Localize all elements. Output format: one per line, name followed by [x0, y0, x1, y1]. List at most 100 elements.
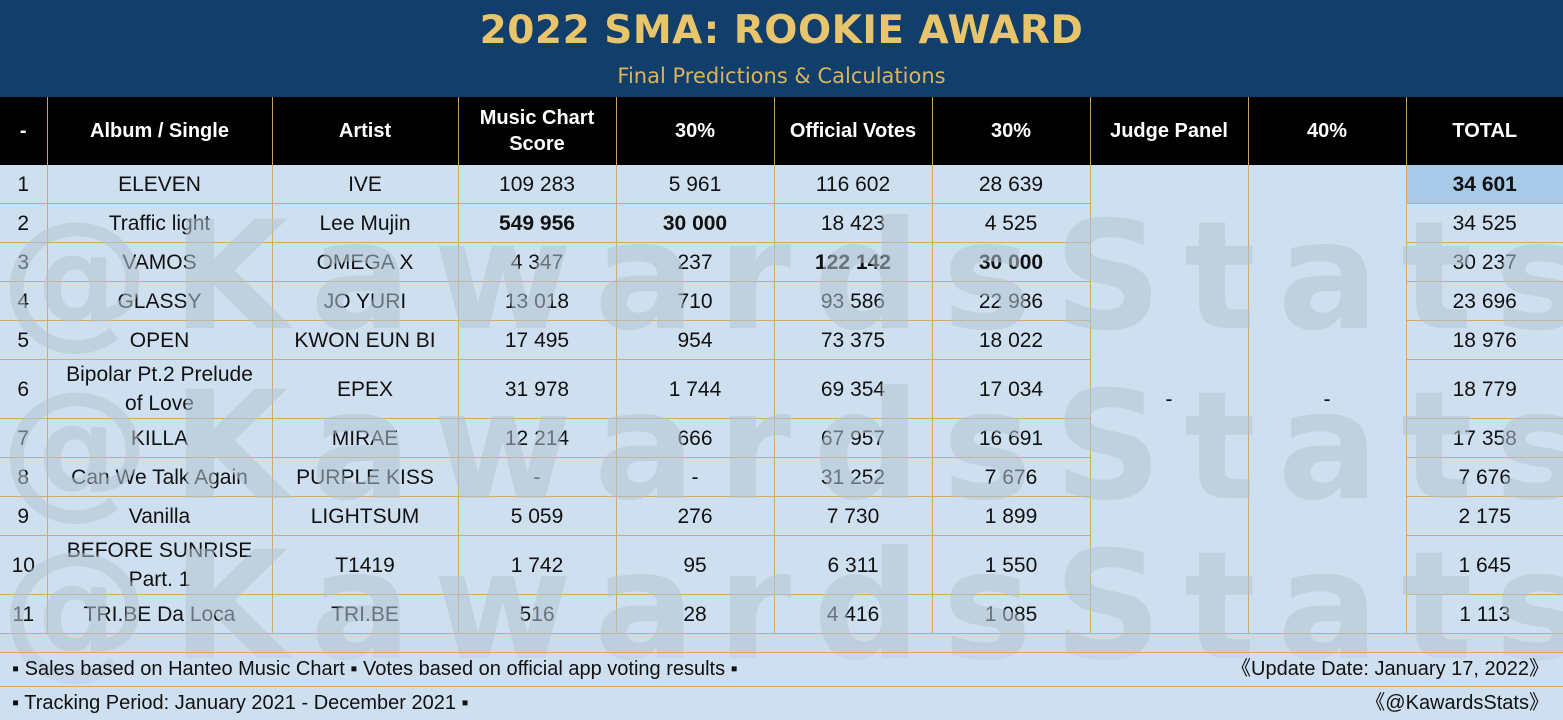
col-total-header: TOTAL — [1406, 97, 1563, 165]
votes-cell: 67 957 — [774, 418, 933, 458]
votes-cell: 4 416 — [774, 594, 933, 634]
table-row: 3 VAMOS OMEGA X 4 347 237 122 142 30 000… — [0, 242, 1563, 282]
chart-pct-cell: 95 — [616, 535, 775, 595]
total-cell: 17 358 — [1406, 418, 1563, 458]
rookie-award-table: - Album / Single Artist Music Chart Scor… — [0, 97, 1563, 634]
rank-cell: 1 — [0, 165, 48, 204]
tracking-period: ▪ Tracking Period: January 2021 - Decemb… — [12, 692, 469, 714]
table-row: 4 GLASSY JO YURI 13 018 710 93 586 22 98… — [0, 281, 1563, 321]
chart-score-cell: 1 742 — [458, 535, 617, 595]
votes-cell: 116 602 — [774, 165, 933, 204]
votes-pct-cell: 28 639 — [932, 165, 1091, 204]
album-cell: Traffic light — [47, 203, 273, 243]
table-row: 6 Bipolar Pt.2 Prelude of Love EPEX 31 9… — [0, 359, 1563, 419]
col-chart-pct-header: 30% — [616, 97, 775, 165]
update-date: 《Update Date: January 17, 2022》 — [1231, 658, 1549, 680]
total-cell: 30 237 — [1406, 242, 1563, 282]
chart-pct-cell: 954 — [616, 320, 775, 360]
votes-pct-cell: 1 899 — [932, 496, 1091, 536]
rank-cell: 5 — [0, 320, 48, 360]
chart-pct-cell: 666 — [616, 418, 775, 458]
chart-pct-cell: 30 000 — [616, 203, 775, 243]
rank-cell: 7 — [0, 418, 48, 458]
chart-pct-cell: 28 — [616, 594, 775, 634]
votes-cell: 73 375 — [774, 320, 933, 360]
album-cell: Vanilla — [47, 496, 273, 536]
col-judge-pct-header: 40% — [1248, 97, 1407, 165]
col-votes-pct-header: 30% — [932, 97, 1091, 165]
chart-score-cell: 4 347 — [458, 242, 617, 282]
table-row: 5 OPEN KWON EUN BI 17 495 954 73 375 18 … — [0, 320, 1563, 360]
artist-cell: T1419 — [272, 535, 459, 595]
chart-score-cell: 17 495 — [458, 320, 617, 360]
col-rank-header: - — [0, 97, 48, 165]
table-row: 9 Vanilla LIGHTSUM 5 059 276 7 730 1 899… — [0, 496, 1563, 536]
album-cell: BEFORE SUNRISE Part. 1 — [47, 535, 273, 595]
votes-pct-cell: 30 000 — [932, 242, 1091, 282]
artist-cell: JO YURI — [272, 281, 459, 321]
total-cell: 18 779 — [1406, 359, 1563, 419]
col-album-header: Album / Single — [47, 97, 273, 165]
album-cell: VAMOS — [47, 242, 273, 282]
rank-cell: 8 — [0, 457, 48, 497]
votes-pct-cell: 16 691 — [932, 418, 1091, 458]
rank-cell: 2 — [0, 203, 48, 243]
votes-pct-cell: 1 550 — [932, 535, 1091, 595]
artist-cell: IVE — [272, 165, 459, 204]
album-cell: KILLA — [47, 418, 273, 458]
judge-pct-cell: - — [1248, 165, 1407, 634]
total-cell: 2 175 — [1406, 496, 1563, 536]
artist-cell: MIRAE — [272, 418, 459, 458]
artist-cell: KWON EUN BI — [272, 320, 459, 360]
chart-score-cell: 5 059 — [458, 496, 617, 536]
artist-cell: OMEGA X — [272, 242, 459, 282]
album-cell-text: BEFORE SUNRISE Part. 1 — [66, 539, 253, 591]
rank-cell: 10 — [0, 535, 48, 595]
table-row: 2 Traffic light Lee Mujin 549 956 30 000… — [0, 203, 1563, 243]
chart-score-cell: 549 956 — [458, 203, 617, 243]
chart-pct-cell: 5 961 — [616, 165, 775, 204]
votes-pct-cell: 4 525 — [932, 203, 1091, 243]
album-cell: ELEVEN — [47, 165, 273, 204]
votes-cell: 18 423 — [774, 203, 933, 243]
col-chart-header: Music Chart Score — [458, 97, 617, 165]
votes-cell: 69 354 — [774, 359, 933, 419]
chart-pct-cell: 237 — [616, 242, 775, 282]
chart-score-cell: 109 283 — [458, 165, 617, 204]
album-cell: Bipolar Pt.2 Prelude of Love — [47, 359, 273, 419]
album-cell: OPEN — [47, 320, 273, 360]
total-cell: 23 696 — [1406, 281, 1563, 321]
chart-score-cell: - — [458, 457, 617, 497]
table-row: 10 BEFORE SUNRISE Part. 1 T1419 1 742 95… — [0, 535, 1563, 595]
footer-line-1: ▪ Sales based on Hanteo Music Chart ▪ Vo… — [0, 652, 1563, 686]
chart-pct-cell: 276 — [616, 496, 775, 536]
col-chart-header-text: Music Chart Score — [479, 107, 595, 155]
album-cell: Can We Talk Again — [47, 457, 273, 497]
table-row: 8 Can We Talk Again PURPLE KISS - - 31 2… — [0, 457, 1563, 497]
artist-cell: TRI.BE — [272, 594, 459, 634]
chart-pct-cell: 710 — [616, 281, 775, 321]
total-cell: 34 525 — [1406, 203, 1563, 243]
rank-cell: 6 — [0, 359, 48, 419]
chart-score-cell: 12 214 — [458, 418, 617, 458]
col-votes-header: Official Votes — [774, 97, 933, 165]
votes-cell: 6 311 — [774, 535, 933, 595]
col-artist-header: Artist — [272, 97, 459, 165]
rank-cell: 4 — [0, 281, 48, 321]
rank-cell: 11 — [0, 594, 48, 634]
album-cell: TRI.BE Da Loca — [47, 594, 273, 634]
votes-pct-cell: 18 022 — [932, 320, 1091, 360]
votes-cell: 7 730 — [774, 496, 933, 536]
page-title: 2022 SMA: ROOKIE AWARD — [479, 8, 1084, 53]
total-cell: 34 601 — [1406, 165, 1563, 204]
chart-score-cell: 31 978 — [458, 359, 617, 419]
table-row: 7 KILLA MIRAE 12 214 666 67 957 16 691 1… — [0, 418, 1563, 458]
credit-handle: 《@KawardsStats》 — [1365, 692, 1549, 714]
votes-pct-cell: 1 085 — [932, 594, 1091, 634]
votes-cell: 122 142 — [774, 242, 933, 282]
total-cell: 1 645 — [1406, 535, 1563, 595]
votes-pct-cell: 22 986 — [932, 281, 1091, 321]
votes-cell: 31 252 — [774, 457, 933, 497]
title-banner: 2022 SMA: ROOKIE AWARD Final Predictions… — [0, 0, 1563, 97]
chart-score-cell: 516 — [458, 594, 617, 634]
